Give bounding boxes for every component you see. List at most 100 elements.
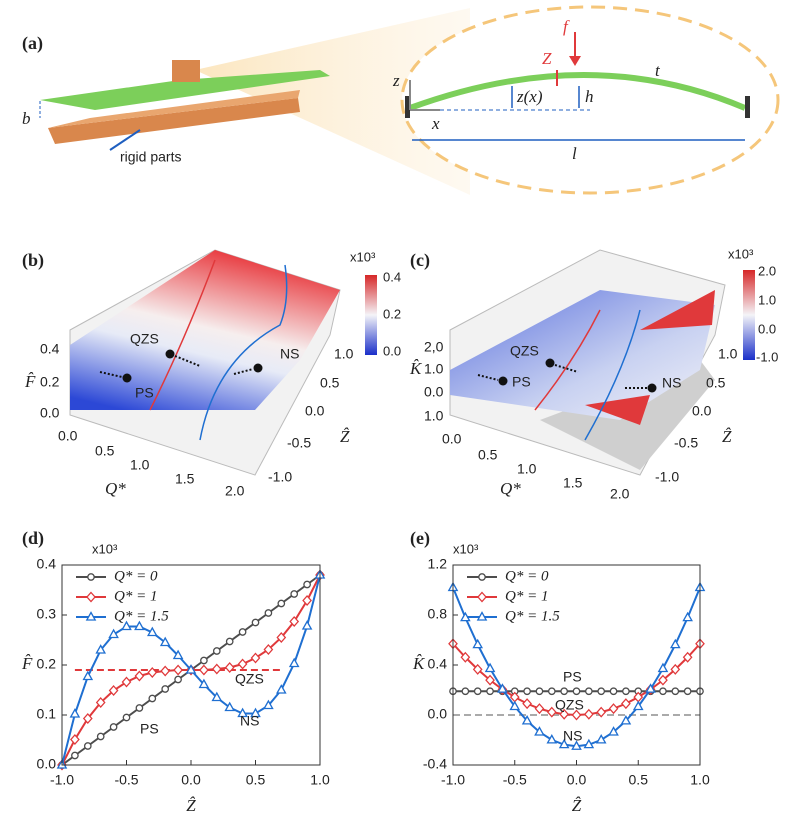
tick: 1.0 [517,461,537,477]
marker [69,708,81,718]
marker [146,626,158,637]
marker [485,674,495,686]
y-tick-label: -0.4 [423,756,447,772]
state-dot [165,349,175,359]
rigid-base [48,98,300,144]
marker [622,687,630,696]
legend-marker [477,591,487,603]
marker [303,580,311,589]
panel-a: (a) b rigid parts z x f Z z(x) h t l [22,5,780,195]
label-rigid: rigid parts [120,149,181,165]
legend-label: Q* = 0 [114,568,158,584]
tick: 0.5 [95,443,115,459]
tick: 2.0 [610,486,630,502]
y-tick-label: 0.3 [37,606,57,622]
tick: 2.0 [225,483,245,499]
colorbar-tick: 1.0 [758,292,776,307]
marker [620,715,632,725]
marker [251,618,260,627]
arrow [477,374,499,381]
axis-label: Ẑ [340,427,350,446]
tick: 0.0 [424,384,444,400]
marker [523,687,531,696]
marker [135,704,144,712]
marker [264,609,273,617]
x-tick-label: -0.5 [114,772,138,788]
tick: 1.0 [130,457,150,473]
marker [558,738,570,749]
marker [198,678,210,689]
x-tick-label: 1.0 [690,772,710,788]
marker [276,632,287,643]
marker [659,687,667,696]
tick: 0.5 [478,447,498,463]
marker [460,651,471,663]
marker [632,700,644,711]
colorbar [365,275,377,355]
marker [473,687,482,696]
plot-frame [61,564,321,766]
marker [534,726,545,736]
marker [682,611,693,622]
label-h: h [585,87,594,106]
surface-peak [585,395,650,425]
marker [160,665,171,677]
legend-marker [86,591,96,603]
marker [95,697,106,708]
marker [583,708,594,720]
x-tick-label: -1.0 [50,772,74,788]
marker [199,664,209,676]
marker [597,687,606,696]
x-tick-label: 1.0 [310,772,330,788]
annotation: PS [563,669,582,685]
marker [658,674,668,686]
legend-label: Q* = 1.5 [505,608,560,624]
marker [237,707,248,718]
marker [82,670,94,681]
marker [277,599,286,608]
marker [302,595,312,606]
tick: -1.0 [268,469,292,485]
marker [584,687,593,696]
marker [559,708,570,720]
label-t: t [655,61,661,80]
marker [645,683,656,693]
tick: 1.5 [563,475,583,491]
tick: 1.5 [175,471,195,487]
x-tick-label: 0.0 [567,772,587,788]
y-tick-label: 0.8 [428,606,448,622]
marker [225,637,234,646]
tick: 0.0 [692,403,712,419]
marker [608,703,619,715]
tick: 0.5 [706,375,726,391]
state-dot [647,383,657,393]
marker [108,628,119,639]
panel-label: (c) [410,250,430,271]
marker [595,734,607,744]
marker [263,699,274,710]
marker [547,687,556,696]
colorbar-tick: 0.0 [758,321,776,336]
axis-label: Q* [105,479,126,498]
beam-curve [408,72,747,111]
arrow [174,355,201,367]
label-x: x [431,114,440,133]
marker [509,700,521,711]
tick: 0.2 [40,374,60,390]
legend-marker [85,611,97,621]
label-b: b [22,109,31,128]
marker [237,658,248,670]
marker [682,651,693,663]
marker [472,638,484,649]
marker [633,691,644,703]
tick: 0.0 [305,403,325,419]
zoom-cone [195,8,470,195]
marker [497,683,508,693]
marker [301,620,313,630]
label-zx: z(x) [516,87,543,106]
marker [571,740,582,750]
marker [509,691,520,703]
state-dot [122,373,132,383]
arrow-head [569,56,581,66]
